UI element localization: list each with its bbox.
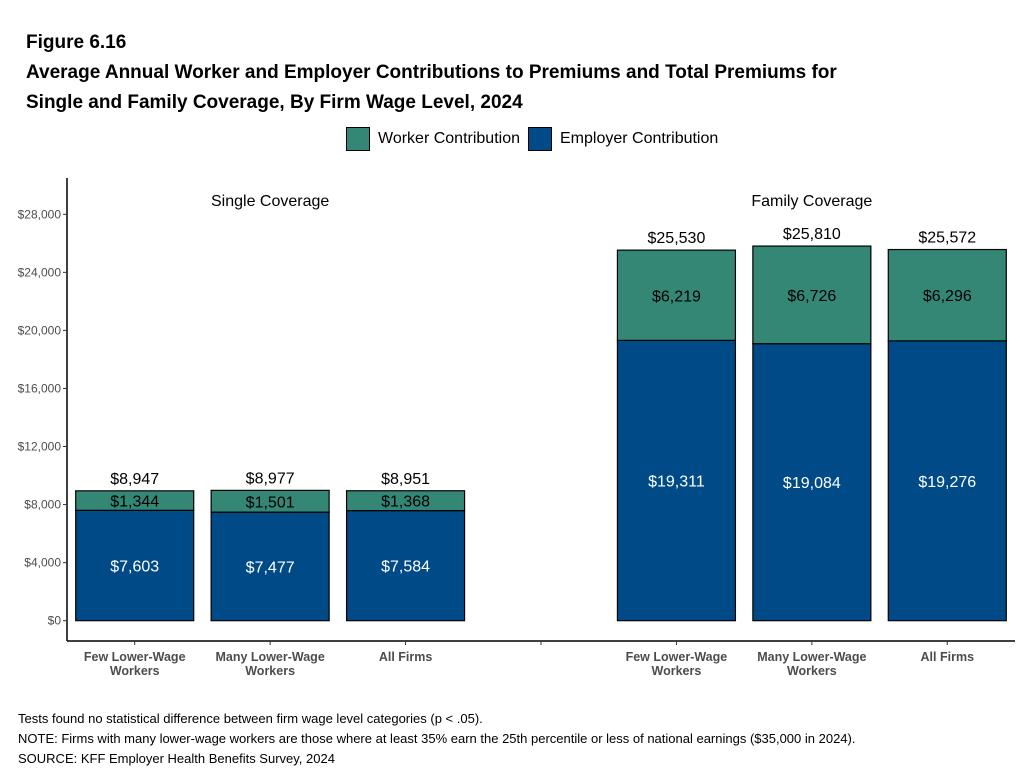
x-tick-label: Workers: [245, 664, 295, 678]
data-label-employer: $19,084: [783, 475, 841, 492]
bar-employer: [887, 340, 1007, 622]
y-tick-label: $12,000: [18, 440, 62, 454]
note-definition: NOTE: Firms with many lower-wage workers…: [18, 731, 856, 746]
x-tick-label: Workers: [787, 664, 837, 678]
data-label-employer: $7,584: [381, 559, 430, 576]
x-tick-label: Many Lower-Wage: [757, 650, 866, 664]
legend-swatch-worker: [346, 127, 370, 151]
data-label-worker: $1,368: [381, 494, 430, 511]
data-label-worker: $6,726: [787, 288, 836, 305]
chart-title-line-1: Average Annual Worker and Employer Contr…: [26, 62, 837, 83]
legend-label-worker: Worker Contribution: [378, 130, 520, 147]
data-label-total: $8,977: [246, 470, 295, 487]
bar-worker: [752, 245, 872, 345]
data-label-employer: $19,276: [918, 474, 976, 491]
data-label-employer: $7,477: [246, 559, 295, 576]
data-label-total: $8,951: [381, 471, 430, 488]
y-tick-label: $0: [48, 614, 62, 628]
data-label-worker: $1,501: [246, 494, 295, 511]
x-tick-label: Many Lower-Wage: [216, 650, 325, 664]
note-source: SOURCE: KFF Employer Health Benefits Sur…: [18, 751, 335, 766]
x-tick-label: Workers: [652, 664, 702, 678]
bar-chart: $0 $4,000 $8,000 $12,000 $16,000 $20,000 $24,0…: [18, 178, 1015, 678]
data-label-employer: $19,311: [648, 474, 705, 491]
bar-worker: [887, 248, 1007, 342]
panel-label-single: Single Coverage: [211, 193, 329, 210]
panel-label-family: Family Coverage: [751, 193, 872, 210]
chart-title-line-2: Single and Family Coverage, By Firm Wage…: [26, 92, 523, 113]
bar-worker: [345, 490, 466, 512]
data-label-worker: $1,344: [110, 494, 159, 511]
data-label-total: $25,530: [648, 230, 706, 247]
bar-employer: [75, 509, 195, 622]
figure-label: Figure 6.16: [26, 32, 127, 53]
data-label-worker: $6,296: [923, 288, 972, 305]
data-label-total: $8,947: [110, 471, 159, 488]
x-tick-label: Workers: [110, 664, 160, 678]
data-label-employer: $7,603: [110, 559, 159, 576]
legend-item-employer: Employer Contribution: [527, 127, 719, 151]
note-significance: Tests found no statistical difference be…: [18, 711, 483, 726]
x-tick-label: All Firms: [921, 650, 975, 664]
x-tick-label: All Firms: [379, 650, 433, 664]
data-label-total: $25,572: [918, 230, 976, 247]
bar-employer: [210, 511, 330, 622]
legend-swatch-employer: [527, 127, 552, 151]
y-tick-label: $28,000: [18, 207, 62, 221]
data-label-total: $25,810: [783, 226, 841, 243]
data-label-worker: $6,219: [652, 288, 701, 305]
bar-employer: [616, 339, 737, 622]
y-tick-label: $16,000: [18, 381, 62, 395]
y-tick-label: $4,000: [24, 556, 61, 570]
bar-worker: [616, 249, 737, 341]
legend: Worker Contribution Employer Contributio…: [346, 127, 726, 151]
y-tick-label: $24,000: [18, 265, 62, 279]
y-tick-label: $20,000: [18, 323, 62, 337]
legend-item-worker: Worker Contribution: [346, 127, 520, 151]
x-tick-label: Few Lower-Wage: [626, 650, 728, 664]
legend-label-employer: Employer Contribution: [559, 130, 719, 147]
bar-employer: [752, 343, 872, 622]
y-tick-label: $8,000: [24, 498, 61, 512]
bar-worker: [75, 490, 195, 511]
bar-worker: [210, 489, 330, 513]
x-tick-label: Few Lower-Wage: [84, 650, 186, 664]
bar-employer: [345, 510, 466, 622]
